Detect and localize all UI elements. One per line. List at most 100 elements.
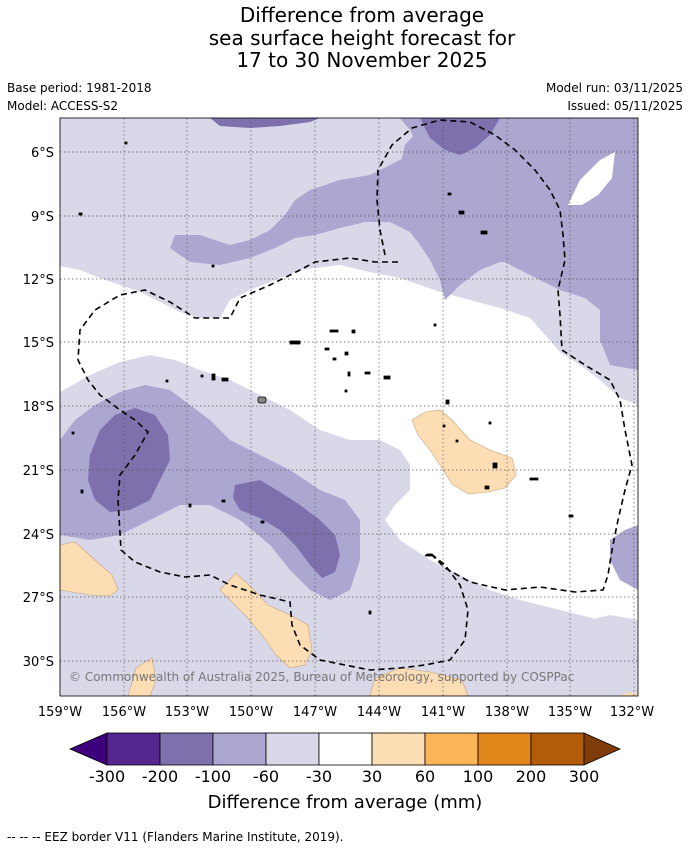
lon-label: 132°W [610, 705, 654, 720]
island [332, 357, 337, 361]
island [445, 399, 450, 405]
colorbar-title: Difference from average (mm) [207, 792, 483, 813]
islands [71, 141, 574, 615]
island [480, 230, 488, 235]
island [329, 329, 339, 333]
island [458, 210, 465, 215]
island [347, 371, 351, 377]
lat-label: 15°S [23, 336, 54, 351]
lon-label: 138°W [485, 705, 529, 720]
island [484, 485, 490, 490]
island [492, 462, 498, 469]
colorbar-label: -100 [195, 767, 231, 786]
island [364, 371, 371, 375]
colorbar-label: -60 [253, 767, 279, 786]
lat-label: 30°S [23, 655, 54, 670]
anomaly-field [60, 118, 638, 696]
island [211, 264, 215, 268]
island [124, 141, 128, 145]
lat-label: 21°S [23, 464, 54, 479]
lat-label: 27°S [23, 591, 54, 606]
eez-borders [77, 119, 633, 671]
island [344, 389, 348, 393]
eez-legend: -- -- -- EEZ border V11 (Flanders Marine… [7, 830, 344, 844]
island [80, 489, 84, 494]
contour-pos30-bottom [127, 657, 157, 696]
eez-border-kiribati-line [376, 119, 633, 593]
colorbar-cell [265, 732, 320, 766]
colorbar-labels: -300 -200 -100 -60 -30 30 60 100 200 300 [89, 767, 599, 786]
copyright-text: © Commonwealth of Australia 2025, Bureau… [69, 670, 574, 684]
contour-neg100-central [233, 480, 340, 578]
island [447, 192, 452, 196]
island [221, 377, 229, 382]
colorbar-cell [424, 732, 479, 766]
contour-pos30-east [411, 409, 517, 495]
colorbar-cell [530, 732, 585, 766]
latitude-labels: 6°S 9°S 12°S 15°S 18°S 21°S 24°S 27°S 30… [23, 146, 54, 670]
island [442, 424, 446, 428]
lon-label: 141°W [421, 705, 465, 720]
island [165, 379, 169, 383]
lon-label: 150°W [229, 705, 273, 720]
island [433, 323, 437, 327]
island [257, 396, 267, 404]
colorbar-cell [583, 732, 621, 766]
colorbar-cell [68, 732, 108, 766]
lat-label: 18°S [23, 400, 54, 415]
longitude-labels: 159°W 156°W 153°W 150°W 147°W 144°W 141°… [38, 705, 654, 720]
colorbar-cell [318, 732, 373, 766]
meta-left: Base period: 1981-2018 Model: ACCESS-S2 [7, 79, 152, 115]
colorbar-cell [159, 732, 214, 766]
island [289, 340, 301, 345]
colorbar-cell [371, 732, 426, 766]
island [221, 499, 226, 503]
lon-label: 144°W [357, 705, 401, 720]
lon-label: 147°W [293, 705, 337, 720]
island [78, 212, 83, 216]
island [426, 553, 433, 557]
colorbar-label: 60 [415, 767, 435, 786]
contour-pos30-sw [60, 541, 119, 597]
lat-label: 24°S [23, 528, 54, 543]
lat-label: 6°S [31, 146, 54, 161]
island [488, 421, 492, 425]
contour-neg60-ne [400, 118, 638, 370]
contour-pos30-corner [620, 692, 638, 696]
lon-label: 159°W [38, 705, 82, 720]
island [324, 347, 330, 351]
island [200, 374, 204, 378]
contour-neg100-west [88, 408, 170, 512]
island [568, 514, 574, 518]
base-period: Base period: 1981-2018 [7, 81, 152, 95]
contour-neg100-north [210, 118, 320, 128]
island [71, 431, 75, 435]
colorbar-cell [106, 732, 161, 766]
colorbar-cell [477, 732, 532, 766]
title-line-2: sea surface height forecast for [208, 25, 516, 50]
colorbar-label: 200 [516, 767, 547, 786]
island [383, 375, 391, 380]
issued-date: Issued: 05/11/2025 [567, 99, 683, 113]
contour-pos30-south [219, 572, 313, 669]
title-line-3: 17 to 30 November 2025 [236, 48, 488, 72]
contour-neg60-se [610, 525, 638, 590]
island [351, 329, 356, 334]
island [211, 373, 216, 381]
island [344, 351, 349, 356]
colorbar [68, 732, 621, 766]
lat-label: 12°S [23, 273, 54, 288]
colorbar-label: -200 [142, 767, 178, 786]
model-run: Model run: 03/11/2025 [545, 81, 683, 95]
colorbar-label: -30 [306, 767, 332, 786]
colorbar-label: 100 [463, 767, 494, 786]
plot-frame [59, 117, 639, 697]
model-name: Model: ACCESS-S2 [7, 99, 119, 113]
meta-right: Model run: 03/11/2025 Issued: 05/11/2025 [546, 79, 683, 115]
map-title: Difference from average sea surface heig… [0, 4, 690, 72]
colorbar-label: -300 [89, 767, 125, 786]
lat-label: 9°S [31, 210, 54, 225]
colorbar-label: 300 [569, 767, 600, 786]
contour-neutral-ne [568, 152, 615, 205]
